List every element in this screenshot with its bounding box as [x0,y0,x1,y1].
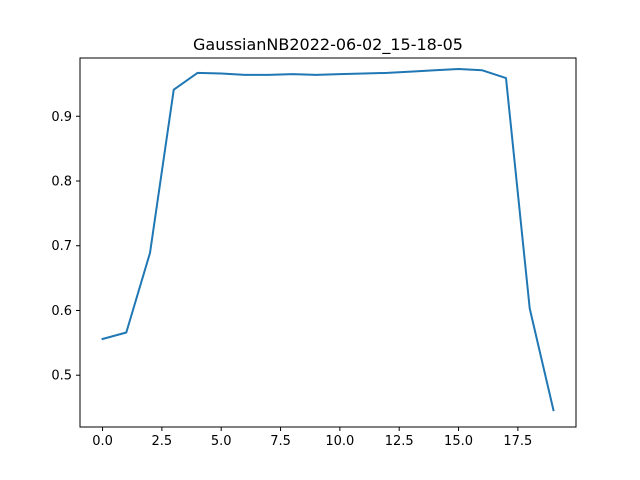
y-tick-label: 0.7 [51,239,72,254]
x-tick-label: 12.5 [385,434,414,449]
axes: 0.0 2.5 5.0 7.5 10.0 12.5 15.0 17.5 0.5 0.6 0.7 0.8… [51,57,577,449]
axes-frame [79,57,577,428]
data-point [220,73,222,75]
data-point [102,338,104,340]
data-point [339,73,341,75]
data-point [149,252,151,254]
data-point [196,72,198,74]
x-tick-label: 10.0 [325,434,354,449]
data-point [173,89,175,91]
data-point [268,74,270,76]
x-tick-label: 17.5 [503,434,532,449]
data-point [125,331,127,333]
x-tick-label: 5.0 [211,434,232,449]
y-tick-label: 0.8 [51,175,72,190]
data-point [552,409,554,411]
x-tick-label: 0.0 [92,434,113,449]
series-line-0 [101,68,555,412]
x-tick-label: 2.5 [152,434,173,449]
data-point [386,72,388,74]
x-tick-label: 7.5 [270,434,291,449]
x-tick-label: 15.0 [444,434,473,449]
data-point [315,74,317,76]
data-point [363,73,365,75]
data-point [291,73,293,75]
chart-title: GaussianNB2022-06-02_15-18-05 [193,35,463,55]
plot-area [101,68,555,412]
y-tick-label: 0.6 [51,304,72,319]
data-point [410,71,412,73]
data-point [481,69,483,71]
data-point [505,77,507,79]
y-tick-label: 0.9 [51,110,72,125]
data-point [458,68,460,70]
y-tick-label: 0.5 [51,369,72,384]
data-point [244,74,246,76]
data-point [434,69,436,71]
data-point [529,308,531,310]
